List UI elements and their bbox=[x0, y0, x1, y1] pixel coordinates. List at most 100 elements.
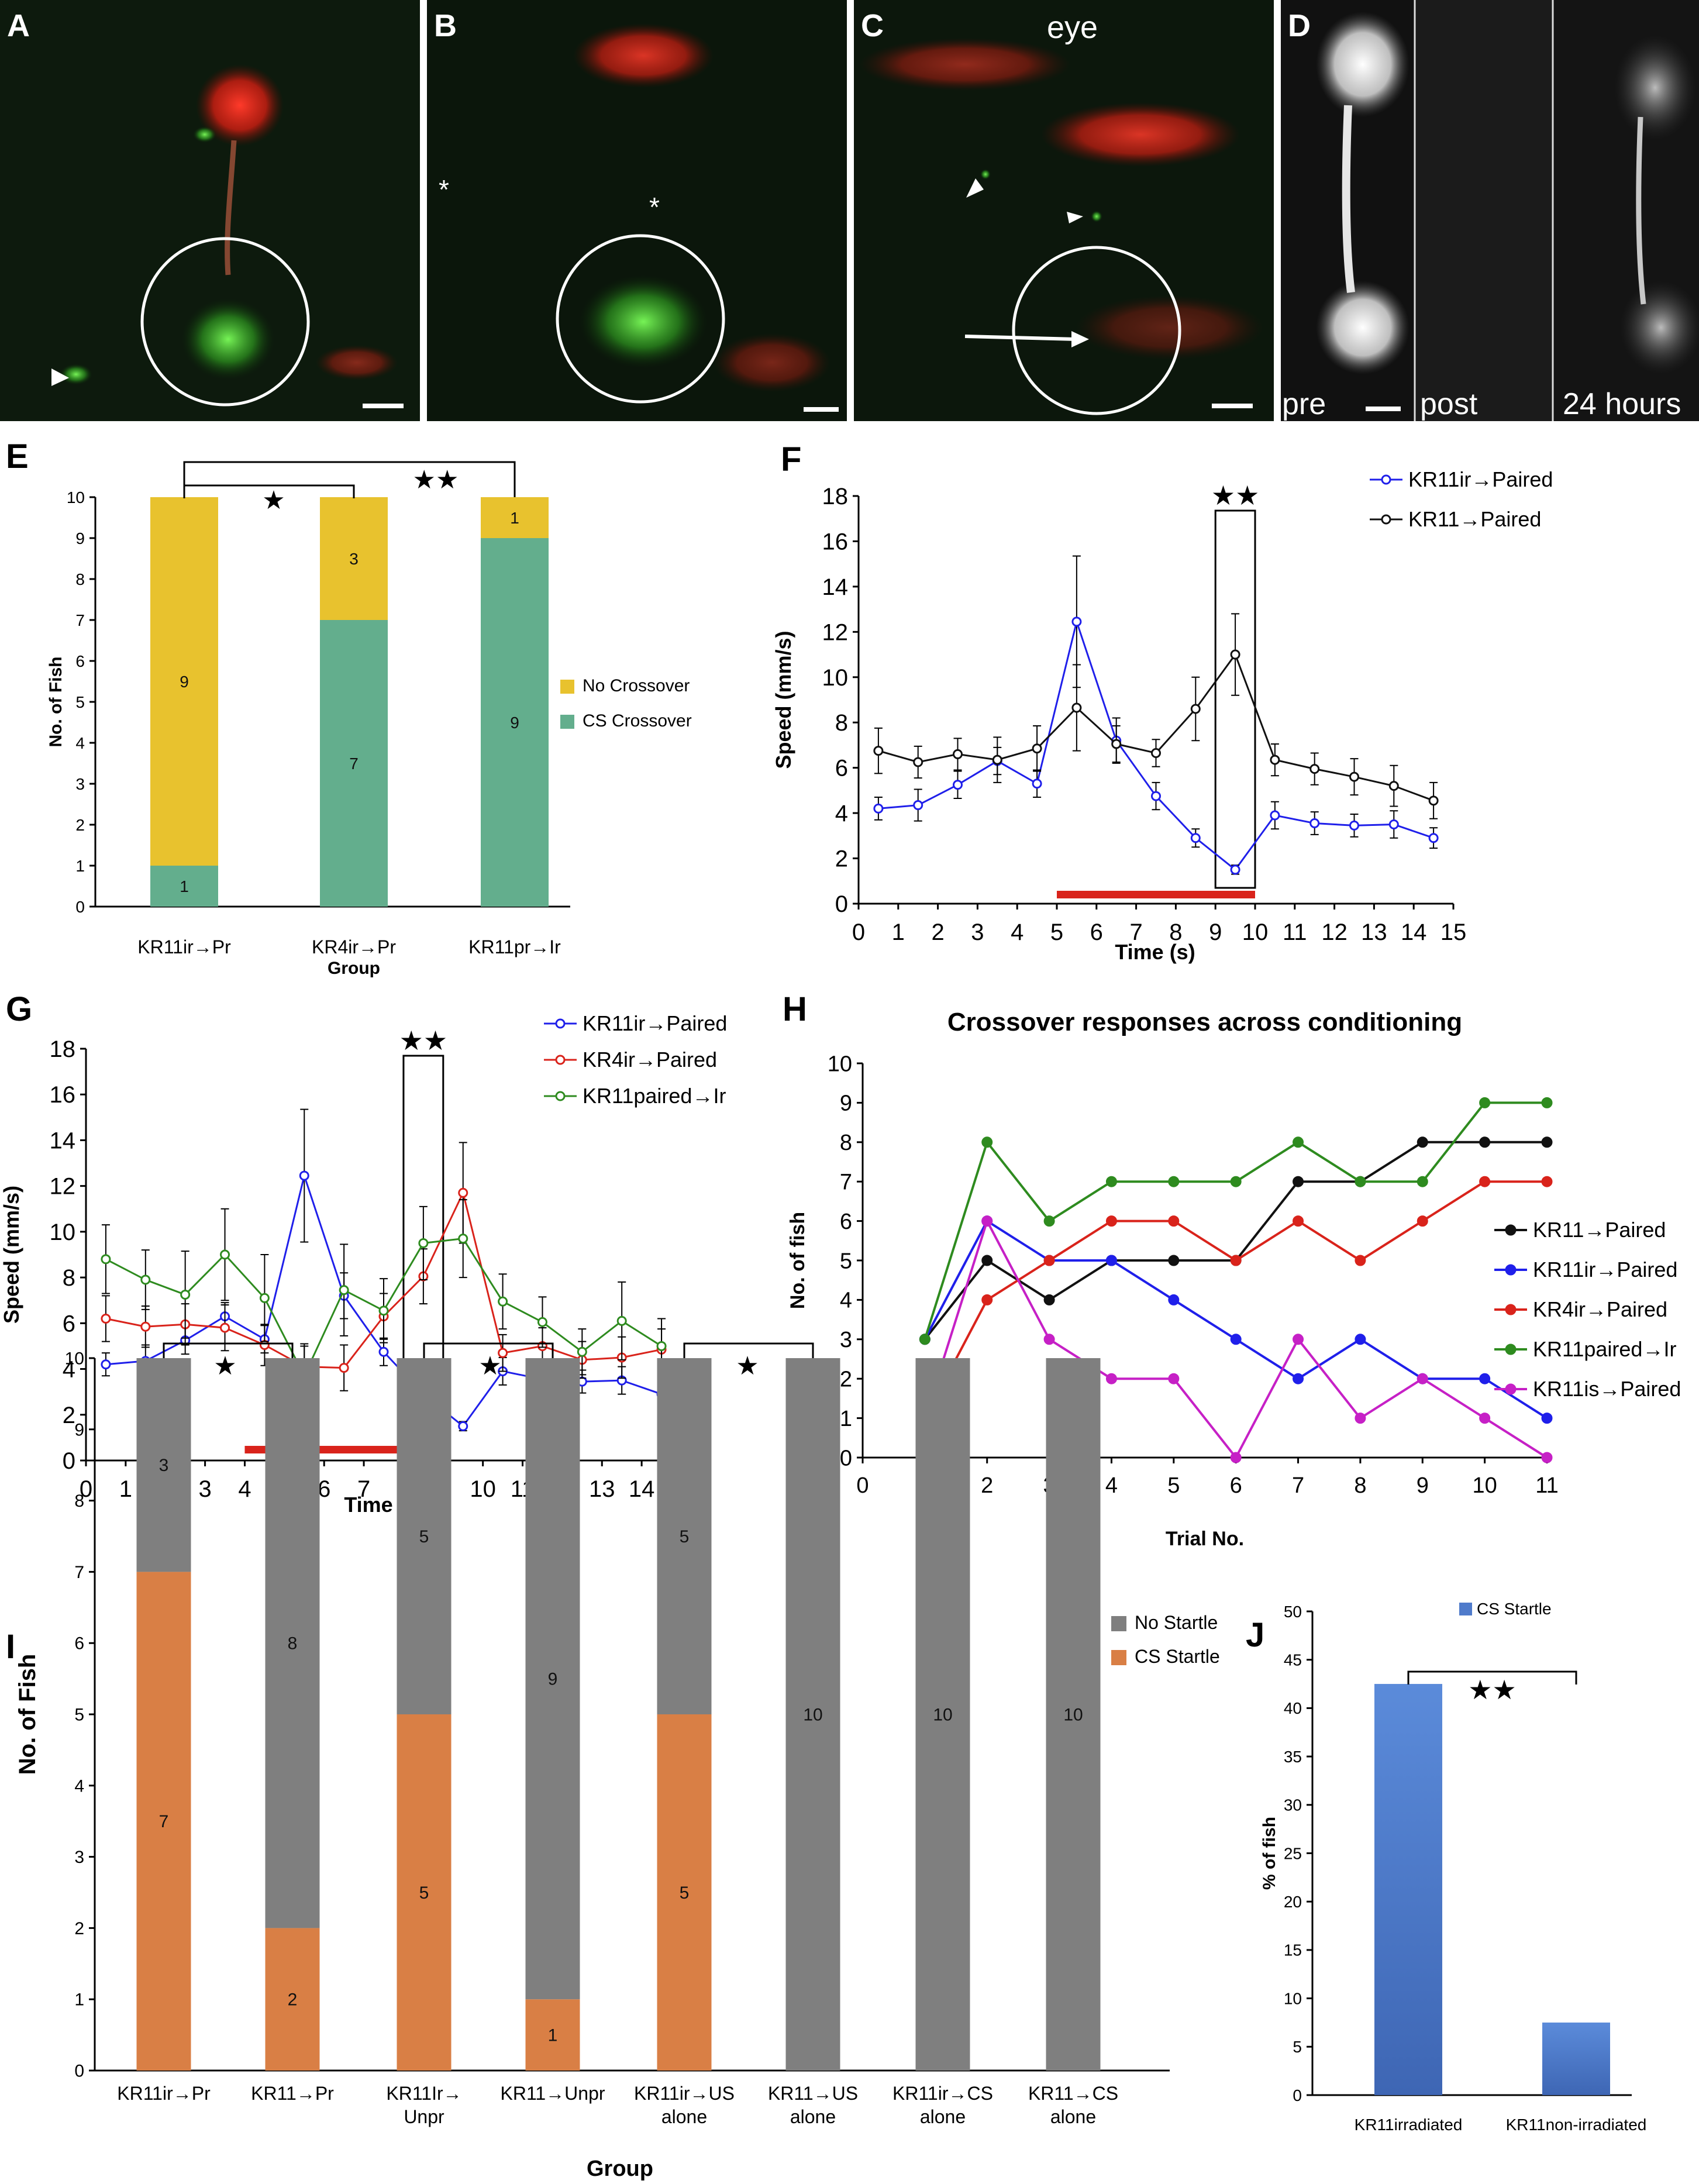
y-tick-label: 1 bbox=[840, 1407, 852, 1431]
legend-label: KR11→Paired bbox=[1533, 1218, 1666, 1242]
data-point bbox=[1111, 739, 1122, 749]
data-point bbox=[498, 1296, 508, 1307]
significance-bracket bbox=[423, 1342, 554, 1358]
data-point bbox=[1479, 1097, 1491, 1108]
red-cell-body bbox=[196, 64, 284, 146]
y-tick-label: 5 bbox=[840, 1249, 852, 1273]
data-point bbox=[1105, 1255, 1117, 1266]
data-point bbox=[1043, 1294, 1055, 1305]
category-label: KR11→CS bbox=[1028, 2083, 1118, 2104]
data-point bbox=[1230, 1334, 1242, 1345]
legend-label: KR4ir→Paired bbox=[1533, 1297, 1667, 1321]
y-tick-label: 40 bbox=[1284, 1699, 1302, 1717]
data-point bbox=[1043, 1255, 1055, 1266]
category-label: KR11irradiated bbox=[1355, 2116, 1463, 2134]
y-tick-label: 20 bbox=[1284, 1893, 1302, 1911]
data-point bbox=[981, 1215, 993, 1227]
panel-label: I bbox=[6, 1628, 15, 1666]
bar-segment bbox=[525, 1358, 580, 2000]
legend-label: KR4ir→Paired bbox=[583, 1048, 717, 1072]
y-tick-label: 2 bbox=[835, 846, 848, 872]
panel-label: H bbox=[783, 990, 807, 1028]
category-label: KR11→Pr bbox=[251, 2083, 334, 2104]
data-point bbox=[1541, 1136, 1553, 1148]
data-point bbox=[1190, 704, 1201, 714]
image-panel-b: * * B bbox=[427, 0, 847, 421]
bar-segment bbox=[481, 538, 549, 907]
data-point bbox=[458, 1234, 468, 1244]
x-tick-label: 0 bbox=[856, 1473, 869, 1498]
chart-e: E 0 1 2 3 4 5 6 7 8 9 10 1 9 KR11ir→Pr 7 3 KR4ir→Pr 9 1 KR11… bbox=[6, 438, 692, 978]
x-tick-label: 6 bbox=[1230, 1473, 1242, 1498]
asterisk-icon: * bbox=[649, 192, 660, 222]
data-label: 7 bbox=[349, 755, 359, 773]
data-point bbox=[1230, 1255, 1242, 1266]
legend-marker bbox=[1381, 474, 1391, 485]
chart-title: Crossover responses across conditioning bbox=[947, 1008, 1462, 1036]
x-tick-label: 15 bbox=[1440, 919, 1467, 945]
data-point bbox=[1105, 1176, 1117, 1187]
data-point bbox=[1151, 747, 1161, 758]
x-tick-label: 7 bbox=[357, 1476, 370, 1502]
y-tick-label: 10 bbox=[67, 488, 85, 507]
y-tick-label: 7 bbox=[75, 611, 85, 629]
data-point bbox=[1541, 1413, 1553, 1424]
data-point bbox=[498, 1348, 508, 1358]
x-tick-label: 14 bbox=[1401, 919, 1427, 945]
data-point bbox=[537, 1317, 547, 1327]
legend-swatch bbox=[1111, 1650, 1126, 1665]
data-point bbox=[299, 1170, 309, 1181]
y-tick-label: 0 bbox=[63, 1448, 75, 1474]
data-point bbox=[1541, 1097, 1553, 1108]
data-point bbox=[1190, 833, 1201, 843]
data-point bbox=[1349, 771, 1359, 782]
data-label: 1 bbox=[510, 509, 519, 527]
y-tick-label: 10 bbox=[65, 1349, 84, 1369]
bar-segment bbox=[481, 497, 549, 538]
data-point bbox=[1293, 1334, 1304, 1345]
legend-marker bbox=[555, 1018, 566, 1029]
x-tick-label: 3 bbox=[971, 919, 984, 945]
legend-label: KR11ir→Paired bbox=[1408, 467, 1553, 491]
legend-marker bbox=[1505, 1304, 1517, 1315]
data-point bbox=[259, 1293, 270, 1303]
data-point bbox=[1230, 864, 1240, 875]
data-point bbox=[1151, 791, 1161, 801]
bar-segment bbox=[136, 1358, 191, 1572]
category-label: KR11Ir→ bbox=[386, 2083, 461, 2104]
data-point bbox=[1032, 778, 1042, 789]
data-point bbox=[1309, 818, 1320, 829]
legend-label: KR11paired→Ir bbox=[1533, 1337, 1676, 1361]
y-tick-label: 4 bbox=[74, 1776, 84, 1796]
y-tick-label: 8 bbox=[840, 1131, 852, 1155]
data-label: 10 bbox=[803, 1706, 822, 1725]
chart-j: J 0 5 10 15 20 25 30 35 40 45 50 KR11irradiated KR11n… bbox=[1246, 1600, 1646, 2134]
y-tick-label: 7 bbox=[74, 1563, 84, 1582]
panel-label: G bbox=[6, 990, 32, 1028]
x-axis-title: Trial No. bbox=[1166, 1528, 1244, 1550]
data-point bbox=[981, 1136, 993, 1148]
data-point bbox=[220, 1249, 230, 1260]
bar-segment bbox=[136, 1572, 191, 2071]
y-axis-title: % of fish bbox=[1260, 1817, 1279, 1890]
bar-segment bbox=[265, 1928, 320, 2071]
y-tick-label: 18 bbox=[822, 484, 849, 509]
data-point bbox=[1270, 755, 1280, 765]
bar-segment bbox=[1046, 1358, 1101, 2071]
x-tick-label: 3 bbox=[198, 1476, 211, 1502]
data-point bbox=[953, 780, 963, 790]
arrowhead-icon bbox=[51, 368, 69, 386]
data-label: 7 bbox=[159, 1812, 169, 1831]
significance-stars: ★ bbox=[736, 1352, 759, 1380]
highlight-box bbox=[1214, 509, 1256, 889]
legend-label: CS Startle bbox=[1477, 1600, 1552, 1618]
category-label: Unpr bbox=[404, 2106, 444, 2127]
data-point bbox=[1043, 1215, 1055, 1227]
category-label: KR11ir→CS bbox=[892, 2083, 993, 2104]
y-tick-label: 16 bbox=[822, 529, 849, 554]
x-axis-title: Time (s) bbox=[1115, 940, 1195, 964]
data-point bbox=[378, 1305, 389, 1316]
data-point bbox=[1355, 1334, 1366, 1345]
x-tick-label: 2 bbox=[931, 919, 944, 945]
y-tick-label: 6 bbox=[75, 652, 85, 670]
